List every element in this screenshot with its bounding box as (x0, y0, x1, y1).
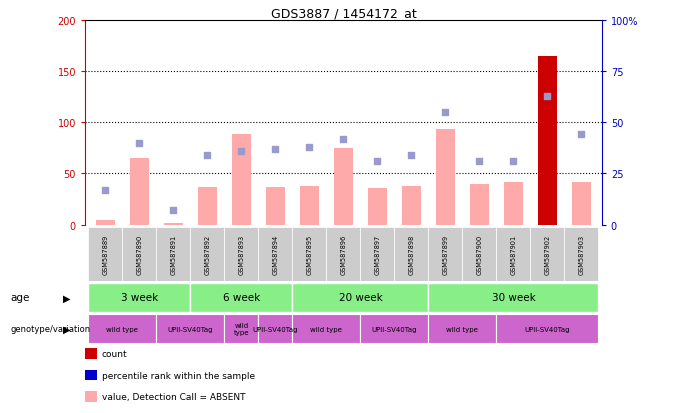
Text: GSM587898: GSM587898 (409, 234, 414, 274)
Text: UPII-SV40Tag: UPII-SV40Tag (372, 326, 417, 332)
Bar (470, 184, 489, 225)
Text: GSM587896: GSM587896 (341, 234, 346, 274)
Point (542, 93, 553, 100)
Bar (402, 186, 421, 225)
Bar (88, 227, 122, 281)
Bar (538, 57, 557, 225)
Text: GSM587889: GSM587889 (103, 234, 108, 274)
Bar (462, 227, 496, 281)
Point (236, 148, 247, 155)
Bar (96, 220, 115, 225)
Bar (156, 227, 190, 281)
Bar (258, 314, 292, 344)
Bar (572, 182, 591, 225)
Bar (496, 227, 530, 281)
Bar (292, 283, 428, 313)
Point (168, 207, 179, 214)
Bar (190, 283, 292, 313)
Text: GSM587897: GSM587897 (375, 234, 380, 274)
Bar (428, 314, 496, 344)
Text: GSM587901: GSM587901 (511, 234, 516, 274)
Bar (504, 182, 523, 225)
Text: ▶: ▶ (63, 293, 71, 303)
Bar (198, 187, 217, 225)
Text: GSM587903: GSM587903 (579, 234, 584, 274)
Text: percentile rank within the sample: percentile rank within the sample (102, 371, 255, 380)
Text: ▶: ▶ (63, 324, 71, 334)
Title: GDS3887 / 1454172_at: GDS3887 / 1454172_at (271, 7, 416, 19)
Text: genotype/variation: genotype/variation (10, 324, 90, 333)
Bar (300, 186, 319, 225)
Point (440, 109, 451, 116)
Bar (224, 227, 258, 281)
Bar (334, 148, 353, 225)
Text: wild
type: wild type (234, 322, 249, 335)
Bar (258, 227, 292, 281)
Bar (428, 227, 462, 281)
Point (100, 187, 111, 194)
Bar (88, 283, 190, 313)
Text: GSM587900: GSM587900 (477, 234, 482, 274)
Text: GSM587899: GSM587899 (443, 234, 448, 274)
Point (202, 152, 213, 159)
Text: GSM587892: GSM587892 (205, 234, 210, 274)
Bar (496, 314, 598, 344)
Text: wild type: wild type (107, 326, 138, 332)
Text: 20 week: 20 week (339, 293, 382, 303)
Text: 30 week: 30 week (492, 293, 535, 303)
Point (508, 159, 519, 165)
Bar (292, 227, 326, 281)
Bar (122, 227, 156, 281)
Text: UPII-SV40Tag: UPII-SV40Tag (253, 326, 298, 332)
Bar (394, 227, 428, 281)
Text: GSM587893: GSM587893 (239, 234, 244, 274)
Bar (530, 227, 564, 281)
Bar (232, 135, 251, 225)
Bar (224, 314, 258, 344)
Bar (190, 227, 224, 281)
Point (372, 159, 383, 165)
Point (338, 136, 349, 142)
Bar (130, 159, 149, 225)
Bar (88, 314, 156, 344)
Point (474, 159, 485, 165)
Bar (360, 227, 394, 281)
Text: UPII-SV40Tag: UPII-SV40Tag (525, 326, 570, 332)
Bar (156, 314, 224, 344)
Text: 3 week: 3 week (121, 293, 158, 303)
Text: 6 week: 6 week (223, 293, 260, 303)
Bar (326, 227, 360, 281)
Text: wild type: wild type (311, 326, 342, 332)
Text: wild type: wild type (447, 326, 478, 332)
Text: GSM587891: GSM587891 (171, 234, 176, 274)
Point (406, 152, 417, 159)
Bar (360, 314, 428, 344)
Text: GSM587890: GSM587890 (137, 234, 142, 274)
Bar (368, 188, 387, 225)
Bar (428, 283, 598, 313)
Text: UPII-SV40Tag: UPII-SV40Tag (168, 326, 213, 332)
Text: value, Detection Call = ABSENT: value, Detection Call = ABSENT (102, 392, 245, 401)
Bar (564, 227, 598, 281)
Text: GSM587895: GSM587895 (307, 234, 312, 274)
Text: count: count (102, 349, 128, 358)
Point (134, 140, 145, 147)
Point (304, 144, 315, 151)
Text: GSM587894: GSM587894 (273, 234, 278, 274)
Bar (436, 130, 455, 225)
Bar (266, 187, 285, 225)
Text: GSM587902: GSM587902 (545, 234, 550, 274)
Text: age: age (10, 293, 29, 303)
Bar (164, 223, 183, 225)
Bar (292, 314, 360, 344)
Point (270, 146, 281, 153)
Point (576, 132, 587, 138)
